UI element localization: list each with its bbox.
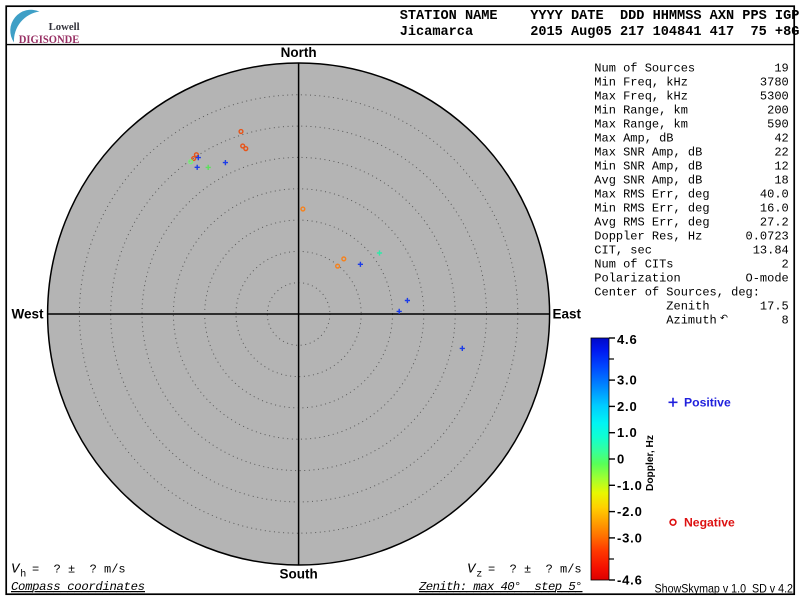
svg-text:2.0: 2.0: [617, 399, 637, 414]
svg-text:= ? ± ? m/s: = ? ± ? m/s: [32, 563, 126, 577]
svg-text:Negative: Negative: [684, 516, 735, 530]
svg-text:STATION NAME YYYY DATE DDD: STATION NAME YYYY DATE DDD HHMMSS AXN PP…: [400, 9, 800, 24]
svg-text:Min SNR Amp, dB 12: Min SNR Amp, dB 12: [594, 160, 788, 174]
svg-text:East: East: [553, 307, 582, 322]
svg-text:ShowSkymap v 1.0 SD v 4.2: ShowSkymap v 1.0 SD v 4.2: [655, 582, 794, 596]
svg-text:Avg SNR Amp, dB 18: Avg SNR Amp, dB 18: [594, 174, 788, 188]
svg-text:Zenith: max 40° step 5°: Zenith: max 40° step 5°: [418, 580, 583, 594]
svg-text:3.0: 3.0: [617, 373, 637, 388]
svg-text:Avg RMS Err, deg 27.2: Avg RMS Err, deg 27.2: [594, 216, 788, 230]
svg-text:-3.0: -3.0: [617, 530, 643, 545]
svg-text:= ? ± ? m/s: = ? ± ? m/s: [488, 563, 582, 577]
svg-text:Max Freq, kHz 5300: Max Freq, kHz 5300: [594, 90, 788, 104]
svg-text:Compass coordinates: Compass coordinates: [11, 580, 145, 594]
svg-text:Positive: Positive: [684, 396, 731, 410]
svg-text:Zenith 17.5: Zenith 17.5: [594, 300, 788, 314]
svg-text:Min Freq, kHz 3780: Min Freq, kHz 3780: [594, 76, 788, 90]
svg-text:Jicamarca 2015 Aug05 217: Jicamarca 2015 Aug05 217 104841 417 75 +…: [400, 25, 800, 40]
svg-text:Max SNR Amp, dB 22: Max SNR Amp, dB 22: [594, 146, 788, 160]
svg-text:z: z: [476, 570, 482, 581]
svg-text:Max Amp, dB 42: Max Amp, dB 42: [594, 132, 788, 146]
svg-text:V: V: [467, 562, 477, 578]
svg-text:North: North: [281, 45, 317, 60]
svg-text:Num of CITs 2: Num of CITs 2: [594, 258, 788, 272]
svg-text:DIGISONDE: DIGISONDE: [19, 34, 80, 46]
svg-text:1.0: 1.0: [617, 425, 637, 440]
svg-text:South: South: [279, 567, 317, 582]
svg-text:Min Range, km 200: Min Range, km 200: [594, 104, 788, 118]
svg-text:-2.0: -2.0: [617, 504, 643, 519]
svg-text:0: 0: [617, 452, 625, 467]
svg-text:Azimuth 8: Azimuth 8: [594, 314, 788, 328]
svg-text:Lowell: Lowell: [49, 21, 80, 33]
svg-text:Num of Sources 19: Num of Sources 19: [594, 62, 788, 76]
svg-text:-1.0: -1.0: [617, 478, 643, 493]
svg-text:Doppler Res, Hz 0.0723: Doppler Res, Hz 0.0723: [594, 230, 788, 244]
svg-text:Center of Sources, deg:: Center of Sources, deg:: [594, 286, 760, 300]
svg-text:West: West: [11, 307, 44, 322]
svg-text:Max RMS Err, deg 40.0: Max RMS Err, deg 40.0: [594, 188, 788, 202]
svg-text:Doppler, Hz: Doppler, Hz: [645, 435, 656, 491]
svg-text:Min RMS Err, deg 16.0: Min RMS Err, deg 16.0: [594, 202, 788, 216]
svg-text:-4.6: -4.6: [617, 573, 643, 588]
svg-text:↶: ↶: [720, 313, 728, 324]
svg-text:h: h: [20, 569, 26, 581]
svg-text:4.6: 4.6: [617, 332, 637, 347]
svg-text:CIT, sec 13.84: CIT, sec 13.84: [594, 244, 788, 258]
svg-text:Polarization O-mode: Polarization O-mode: [594, 272, 788, 286]
svg-text:V: V: [11, 562, 21, 578]
svg-text:Max Range, km 590: Max Range, km 590: [594, 118, 788, 132]
